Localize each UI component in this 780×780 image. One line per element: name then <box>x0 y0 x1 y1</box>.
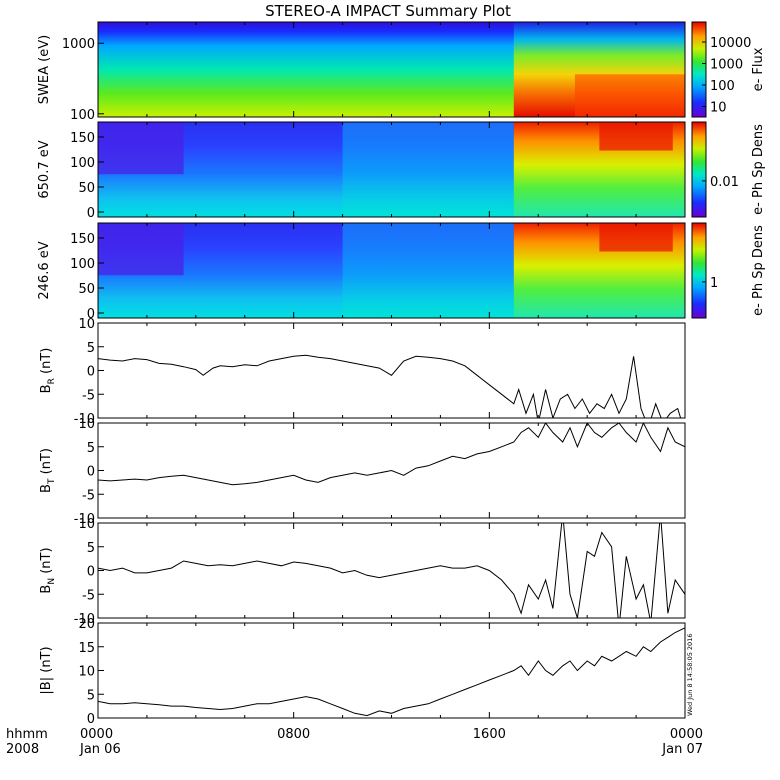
swea-colorbar-tick-label: 10000 <box>710 36 751 51</box>
bt-ylabel-sub: T <box>47 478 57 485</box>
pad246-ylabel: 246.6 eV <box>37 241 52 299</box>
pad246-spectrum-low <box>98 223 184 276</box>
bt-ylabel: BT (nT) <box>39 448 57 493</box>
swea-colorbar-frame <box>691 21 707 118</box>
pad650-ytick-label: 0 <box>87 206 95 221</box>
bmag-ytick-label: 15 <box>78 641 95 656</box>
timestamp-stamp: Wed Jun 8 14:58:05 2016 <box>686 634 694 716</box>
pad246-ytick-label: 0 <box>87 307 95 322</box>
pad650-colorbar-label: e- Ph Sp Dens <box>751 124 766 215</box>
pad650-ytick-label: 50 <box>78 181 95 196</box>
bn-ytick-label: 10 <box>78 517 95 532</box>
br-ylabel-unit: (nT) <box>39 348 54 378</box>
pad246-colorbar <box>692 223 706 318</box>
time-tick-label: 0000 <box>670 727 703 742</box>
br-ytick-label: -10 <box>74 412 95 427</box>
swea-colorbar <box>692 22 706 117</box>
bt-ytick-label: 5 <box>87 441 95 456</box>
pad246-spectrum-peak <box>599 223 673 252</box>
bn-ytick-label: 0 <box>87 565 95 580</box>
bn-ylabel: BN (nT) <box>39 547 57 593</box>
pad246-ytick-label: 150 <box>70 232 95 247</box>
bmag-ytick-label: 5 <box>87 688 95 703</box>
br-series-line <box>98 354 682 418</box>
pad650-colorbar-frame <box>691 121 707 218</box>
bt-ytick-label: -5 <box>82 488 95 503</box>
bt-ytick-label: 10 <box>78 417 95 432</box>
swea-colorbar-tick-label: 1000 <box>710 58 743 73</box>
pad246-colorbar-tick-label: 1 <box>710 276 718 291</box>
br-ylabel-main: B <box>39 384 54 393</box>
time-tick-date: Jan 06 <box>79 742 121 757</box>
plot-title: STEREO-A IMPACT Summary Plot <box>265 2 511 20</box>
bt-ylabel-main: B <box>39 484 54 493</box>
swea-colorbar-tick-label: 100 <box>710 79 735 94</box>
time-tick-label: 0000 <box>80 727 113 742</box>
bmag-ylabel-main: |B| <box>39 677 54 695</box>
time-axis-row1-label: hhmm <box>6 727 48 742</box>
br-ytick-label: 5 <box>87 341 95 356</box>
bn-ylabel-main: B <box>39 585 54 594</box>
swea-colorbar-tick-label: 10 <box>710 101 727 116</box>
swea-ylabel: SWEA (eV) <box>37 35 52 104</box>
bn-ylabel-unit: (nT) <box>39 547 54 577</box>
br-ylabel-sub: R <box>47 378 57 384</box>
bmag-ytick-label: 10 <box>78 665 95 680</box>
pad650-ytick-label: 150 <box>70 131 95 146</box>
time-tick-label: 0800 <box>277 727 310 742</box>
br-ytick-label: 0 <box>87 365 95 380</box>
pad246-colorbar-label: e- Ph Sp Dens <box>751 225 766 316</box>
swea-ytick-label: 100 <box>70 108 95 123</box>
pad650-spectrum-low <box>98 122 184 175</box>
pad246-ytick-label: 50 <box>78 282 95 297</box>
pad650-spectrum-mid <box>342 122 514 217</box>
swea-colorbar-label: e- Flux <box>751 47 766 91</box>
bmag-ytick-label: 0 <box>87 712 95 727</box>
bn-ytick-label: 5 <box>87 541 95 556</box>
bmag-series-line <box>98 627 685 717</box>
pad650-ytick-label: 100 <box>70 156 95 171</box>
br-ylabel: BR (nT) <box>39 348 57 394</box>
time-tick-label: 1600 <box>473 727 506 742</box>
pad246-ytick-label: 100 <box>70 257 95 272</box>
pad246-colorbar-frame <box>691 222 707 319</box>
bt-ytick-label: 0 <box>87 465 95 480</box>
bmag-ylabel-unit: (nT) <box>39 646 54 676</box>
bmag-ytick-label: 20 <box>78 617 95 632</box>
br-ytick-label: -5 <box>82 388 95 403</box>
bmag-frame <box>97 622 686 719</box>
bt-ylabel-unit: (nT) <box>39 448 54 478</box>
bn-ytick-label: -5 <box>82 588 95 603</box>
pad246-spectrum-mid <box>342 223 514 318</box>
bt-ytick-label: -10 <box>74 512 95 527</box>
bt-series-line <box>98 423 685 486</box>
time-axis-row2-label: 2008 <box>6 742 39 757</box>
pad650-colorbar-tick-label: 0.01 <box>710 175 739 190</box>
swea-ytick-label: 1000 <box>62 37 95 52</box>
br-ytick-label: 10 <box>78 317 95 332</box>
pad650-spectrum-peak <box>599 122 673 151</box>
pad650-ylabel: 650.7 eV <box>37 140 52 198</box>
bn-ylabel-sub: N <box>47 578 57 585</box>
bn-series-line <box>98 523 685 618</box>
swea-spectrum-peak <box>574 74 685 117</box>
time-tick-date: Jan 07 <box>661 742 703 757</box>
bmag-ylabel: |B| (nT) <box>39 646 54 694</box>
pad650-colorbar <box>692 122 706 217</box>
bn-frame <box>97 522 686 619</box>
bn-ytick-label: -10 <box>74 612 95 627</box>
